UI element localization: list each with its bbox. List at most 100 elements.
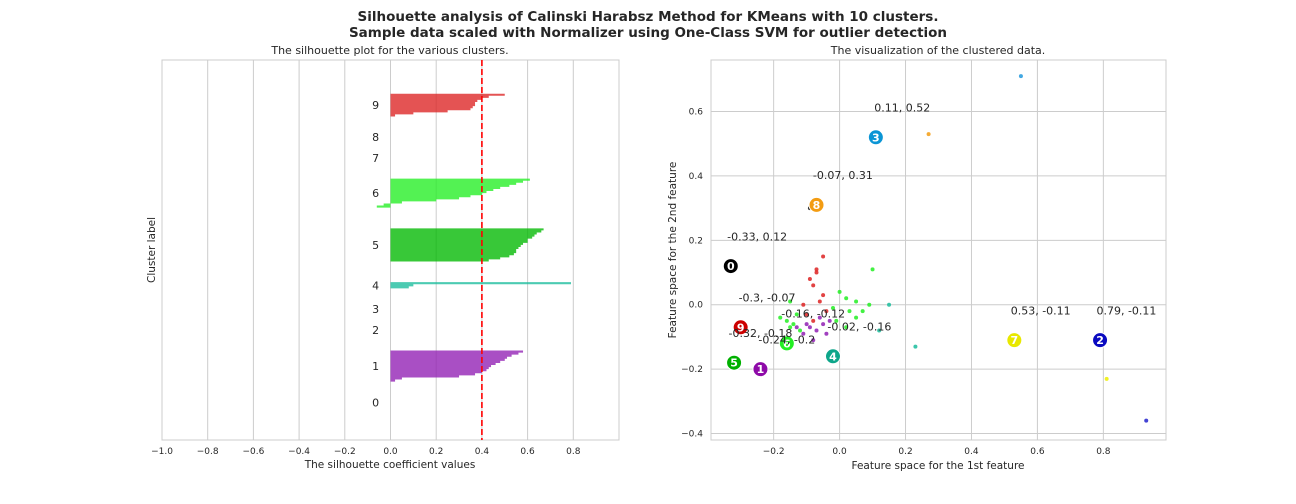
scatter-point [794, 325, 799, 330]
scatter-x-tick-label: −0.2 [763, 447, 785, 457]
cluster-center-4 [824, 348, 841, 365]
scatter-point [817, 299, 822, 304]
scatter-grid [711, 60, 1166, 440]
silhouette-x-tick-label: −0.4 [288, 447, 310, 457]
cluster-center-1 [752, 361, 769, 378]
scatter-y-tick-label: −0.4 [681, 430, 703, 440]
scatter-point [867, 302, 872, 307]
cluster-center-number: 7 [1011, 334, 1019, 347]
scatter-point [824, 331, 829, 336]
cluster-center-0 [722, 258, 739, 275]
scatter-y-tick-label: 0.2 [689, 236, 703, 246]
scatter-point [887, 302, 892, 307]
scatter-x-tick-label: 0.2 [898, 447, 912, 457]
center-annotation: 0.53, -0.11 [1011, 304, 1071, 317]
cluster-center-5 [726, 354, 743, 371]
cluster-center-number: 8 [813, 199, 821, 212]
scatter-point [801, 331, 806, 336]
cluster-center-6 [778, 335, 795, 352]
scatter-x-label: Feature space for the 1st feature [851, 460, 1024, 472]
scatter-x-tick-label: 0.6 [1030, 447, 1045, 457]
scatter-plot-title: The visualization of the clustered data. [830, 44, 1046, 57]
scatter-point [804, 312, 809, 317]
scatter-point [788, 299, 793, 304]
silhouette-band-cluster-9 [390, 93, 505, 117]
scatter-point [837, 289, 842, 294]
scatter-point [1104, 376, 1109, 381]
scatter-point [821, 293, 826, 298]
scatter-y-label: Feature space for the 2nd feature [667, 162, 679, 339]
silhouette-cluster-label: 4 [372, 279, 379, 292]
silhouette-cluster-label: 7 [372, 152, 379, 165]
scatter-point [807, 325, 812, 330]
cluster-center-number: 6 [783, 337, 791, 350]
scatter-x-tick-label: 0.4 [964, 447, 979, 457]
center-annotation: -0.07, 0.31 [813, 169, 873, 182]
silhouette-x-ticks: −1.0 −0.8 −0.6 −0.4 −0.2 0.0 0.2 0.4 0.6 0.8 [151, 447, 581, 457]
center-annotation: -0.16, -0.12 [781, 308, 845, 321]
scatter-point [821, 254, 826, 259]
cluster-center-3 [867, 129, 884, 146]
scatter-ticks: −0.2 0.0 0.2 0.4 0.6 0.8 −0.4 −0.2 0.0 0.2 0.4 0.6 [681, 108, 1111, 457]
scatter-point [854, 315, 859, 320]
scatter-point [798, 328, 803, 333]
cluster-centers: 0 1 2 3 4 5 6 7 8 9 [722, 129, 1109, 378]
cluster-center-9 [732, 319, 749, 336]
scatter-point [913, 344, 918, 349]
silhouette-cluster-labels: 0 1 2 3 4 5 6 7 8 9 [372, 99, 379, 409]
silhouette-fills [376, 93, 572, 382]
scatter-point [788, 325, 793, 330]
scatter-point [870, 267, 875, 272]
silhouette-x-tick-label: −0.6 [242, 447, 264, 457]
cluster-center-number: 9 [737, 321, 745, 334]
scatter-y-tick-label: 0.0 [689, 301, 704, 311]
cluster-center-number: 0 [727, 260, 735, 273]
silhouette-band-cluster-1 [390, 350, 524, 382]
scatter-point [1144, 418, 1149, 423]
scatter-point [824, 309, 829, 314]
cluster-center-number: 5 [730, 357, 738, 370]
cluster-center-number: 1 [757, 363, 765, 376]
silhouette-cluster-label: 8 [372, 131, 379, 144]
center-annotation: -0.02, -0.16 [827, 321, 891, 334]
silhouette-x-tick-label: −1.0 [151, 447, 173, 457]
center-annotation: -0.24, -0.2 [758, 333, 815, 346]
scatter-y-tick-label: −0.2 [681, 365, 703, 375]
scatter-x-tick-label: 0.0 [832, 447, 847, 457]
cluster-center-number: 4 [829, 350, 837, 363]
silhouette-cluster-label: 5 [372, 239, 379, 252]
scatter-point [778, 315, 783, 320]
scatter-point [926, 132, 931, 137]
scatter-y-tick-label: 0.4 [689, 172, 704, 182]
scatter-point [784, 318, 789, 323]
silhouette-plot: The silhouette plot for the various clus… [146, 44, 620, 471]
scatter-x-tick-label: 0.8 [1096, 447, 1111, 457]
scatter-points [778, 74, 1149, 423]
silhouette-band-cluster-6 [376, 178, 530, 208]
silhouette-cluster-label: 1 [372, 360, 379, 373]
silhouette-y-label: Cluster label [146, 217, 158, 283]
scatter-point [844, 325, 849, 330]
scatter-point [814, 328, 819, 333]
scatter-point [817, 315, 822, 320]
silhouette-plot-title: The silhouette plot for the various clus… [270, 44, 508, 57]
scatter-point [791, 322, 796, 327]
silhouette-cluster-label: 9 [372, 99, 379, 112]
scatter-point [794, 312, 799, 317]
scatter-y-tick-label: 0.6 [689, 108, 704, 118]
suptitle-line-2: Sample data scaled with Normalizer using… [349, 25, 947, 41]
scatter-point [1018, 74, 1023, 79]
center-annotation: -0.3, -0.07 [739, 292, 796, 305]
scatter-point [844, 296, 849, 301]
scatter-point [821, 322, 826, 327]
silhouette-x-tick-label: 0.0 [383, 447, 398, 457]
scatter-plot-area [710, 59, 1167, 441]
center-annotation: 0.79, -0.11 [1096, 304, 1156, 317]
silhouette-cluster-label: 3 [372, 303, 379, 316]
scatter-point [834, 318, 839, 323]
silhouette-x-tick-label: 0.6 [520, 447, 535, 457]
cluster-center-number: 3 [872, 131, 880, 144]
silhouette-x-label: The silhouette coefficient values [304, 459, 476, 471]
scatter-point [811, 318, 816, 323]
scatter-point [811, 283, 816, 288]
